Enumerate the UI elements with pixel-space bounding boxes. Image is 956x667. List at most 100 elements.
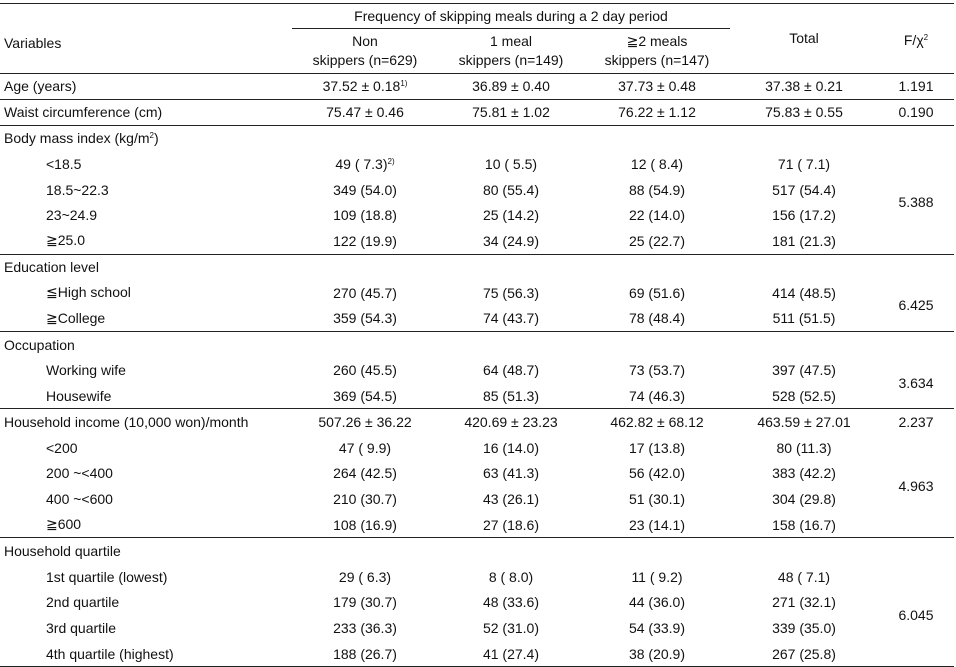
cell-total: 397 (47.5) — [772, 362, 836, 379]
cell-total: 181 (21.3) — [772, 232, 836, 249]
cell-total: 158 (16.7) — [772, 516, 836, 533]
cell-total: 414 (48.5) — [772, 284, 836, 301]
cell-one: 52 (31.0) — [482, 620, 540, 637]
cell-stat: 6.045 — [878, 563, 954, 667]
cell-non-value: 37.52 ± 0.18 — [322, 78, 401, 95]
cell-non: 75.47 ± 0.46 — [326, 104, 404, 121]
cell-two: 22 (14.0) — [628, 207, 686, 224]
header-variables: Variables — [0, 3, 292, 74]
table-row-bmi-3: 23~24.9 109 (18.8) 25 (14.2) 22 (14.0) 1… — [0, 202, 954, 228]
row-label: 200 ~<400 — [46, 465, 113, 482]
table-row-quart-3: 3rd quartile 233 (36.3) 52 (31.0) 54 (33… — [0, 615, 954, 641]
cell-two: 76.22 ± 1.12 — [618, 104, 696, 121]
cell-total: 528 (52.5) — [772, 387, 836, 404]
cell-non: 210 (30.7) — [333, 491, 397, 508]
row-label: Age (years) — [4, 78, 77, 95]
cell-total: 511 (51.5) — [772, 310, 836, 327]
cell-non: 108 (16.9) — [333, 516, 397, 533]
cell-total: 75.83 ± 0.55 — [765, 104, 843, 121]
row-label: ≦High school — [46, 284, 131, 301]
cell-one: 10 ( 5.5) — [484, 155, 538, 172]
header-one-line1: 1 meal — [489, 33, 533, 49]
cell-non: 188 (26.7) — [333, 645, 397, 662]
header-two-line2: skippers (n=147) — [604, 52, 710, 68]
row-label: 23~24.9 — [46, 207, 97, 224]
header-one-meal: 1 meal skippers (n=149) — [438, 28, 584, 74]
table-row-occ-1: Working wife 260 (45.5) 64 (48.7) 73 (53… — [0, 357, 954, 410]
table-row-occ-header: Occupation — [0, 331, 954, 357]
cell-total: 71 ( 7.1) — [777, 155, 831, 172]
header-stat-sup: 2 — [923, 32, 929, 42]
cell-non: 359 (54.3) — [333, 310, 397, 327]
cell-one: 36.89 ± 0.40 — [472, 78, 550, 95]
cell-one: 64 (48.7) — [482, 362, 540, 379]
cell-non: 260 (45.5) — [333, 362, 397, 379]
header-non-skippers: Non skippers (n=629) — [292, 28, 438, 74]
data-table: Variables Frequency of skipping meals du… — [0, 3, 954, 667]
footnote-marker: 2) — [387, 156, 395, 166]
cell-non: 264 (42.5) — [333, 465, 397, 482]
row-label: <200 — [46, 439, 78, 456]
cell-two: 37.73 ± 0.48 — [618, 78, 696, 95]
bmi-label-text: Body mass index (kg/m — [4, 130, 150, 147]
table-row-income-3: 400 ~<600 210 (30.7) 43 (26.1) 51 (30.1)… — [0, 486, 954, 512]
row-label: 1st quartile (lowest) — [46, 568, 168, 585]
table-row-bmi-1: <18.5 49 ( 7.3)2) 10 ( 5.5) 12 ( 8.4) 71… — [0, 150, 954, 255]
cell-stat: 1.191 — [898, 78, 934, 95]
cell-stat: 4.963 — [878, 434, 954, 539]
table-row-waist: Waist circumference (cm) 75.47 ± 0.46 75… — [0, 99, 954, 126]
row-label: Body mass index (kg/m2) — [0, 125, 292, 151]
cell-non: 49 ( 7.3)2) — [292, 151, 438, 177]
cell-two: 56 (42.0) — [628, 465, 686, 482]
cell-total: 80 (11.3) — [776, 439, 832, 456]
cell-two: 12 ( 8.4) — [630, 155, 684, 172]
footnote-marker: 1) — [400, 79, 408, 89]
cell-one: 75.81 ± 1.02 — [472, 104, 550, 121]
cell-non: 109 (18.8) — [333, 207, 397, 224]
cell-total: 463.59 ± 27.01 — [757, 414, 851, 430]
cell-non: 349 (54.0) — [333, 181, 397, 198]
table-row-occ-2: Housewife 369 (54.5) 85 (51.3) 74 (46.3)… — [0, 383, 954, 409]
table-row-quart-2: 2nd quartile 179 (30.7) 48 (33.6) 44 (36… — [0, 589, 954, 615]
table-row-income-2: 200 ~<400 264 (42.5) 63 (41.3) 56 (42.0)… — [0, 460, 954, 486]
cell-two: 74 (46.3) — [628, 387, 686, 404]
cell-total: 37.38 ± 0.21 — [765, 78, 843, 95]
cell-stat: 3.634 — [878, 357, 954, 410]
row-label: Household quartile — [4, 542, 121, 559]
cell-one: 74 (43.7) — [482, 310, 540, 327]
cell-non: 47 ( 9.9) — [338, 439, 392, 456]
cell-two: 44 (36.0) — [628, 594, 686, 611]
row-label: ≧600 — [46, 516, 82, 533]
header-stat-base: F/χ — [903, 31, 924, 48]
cell-one: 41 (27.4) — [482, 645, 540, 662]
header-group-title: Frequency of skipping meals during a 2 d… — [292, 3, 730, 29]
row-label: <18.5 — [46, 155, 82, 172]
header-non-line1: Non — [352, 33, 378, 49]
cell-stat: 0.190 — [898, 104, 934, 121]
row-label: Education level — [4, 259, 99, 276]
cell-one: 34 (24.9) — [482, 232, 540, 249]
cell-one: 85 (51.3) — [482, 387, 540, 404]
table-row-income-4: ≧600 108 (16.9) 27 (18.6) 23 (14.1) 158 … — [0, 512, 954, 538]
row-label: Waist circumference (cm) — [4, 104, 163, 121]
cell-total: 339 (35.0) — [772, 620, 836, 637]
row-label: 18.5~22.3 — [46, 181, 109, 198]
header-one-line2: skippers (n=149) — [458, 52, 564, 68]
row-label: ≧College — [46, 309, 106, 326]
cell-total: 383 (42.2) — [772, 465, 836, 482]
cell-stat: 2.237 — [898, 414, 934, 430]
table-row-quart-1: 1st quartile (lowest) 29 ( 6.3) 8 ( 8.0)… — [0, 563, 954, 667]
table-row-bmi-header: Body mass index (kg/m2) — [0, 125, 954, 151]
row-label: 2nd quartile — [46, 594, 120, 611]
table-row-edu-1: ≦High school 270 (45.7) 75 (56.3) 69 (51… — [0, 279, 954, 332]
table-row-quart-header: Household quartile — [0, 538, 954, 564]
cell-one: 420.69 ± 23.23 — [464, 414, 558, 430]
table-row-bmi-4: ≧25.0 122 (19.9) 34 (24.9) 25 (22.7) 181… — [0, 228, 954, 255]
table-row-bmi-2: 18.5~22.3 349 (54.0) 80 (55.4) 88 (54.9)… — [0, 177, 954, 203]
row-label: Working wife — [46, 362, 126, 379]
header-two-line1: ≧2 meals — [626, 33, 688, 49]
cell-non: 507.26 ± 36.22 — [318, 414, 412, 430]
row-label: 3rd quartile — [46, 620, 117, 637]
row-label: Housewife — [46, 387, 112, 404]
header-stat: F/χ2 — [878, 3, 954, 74]
